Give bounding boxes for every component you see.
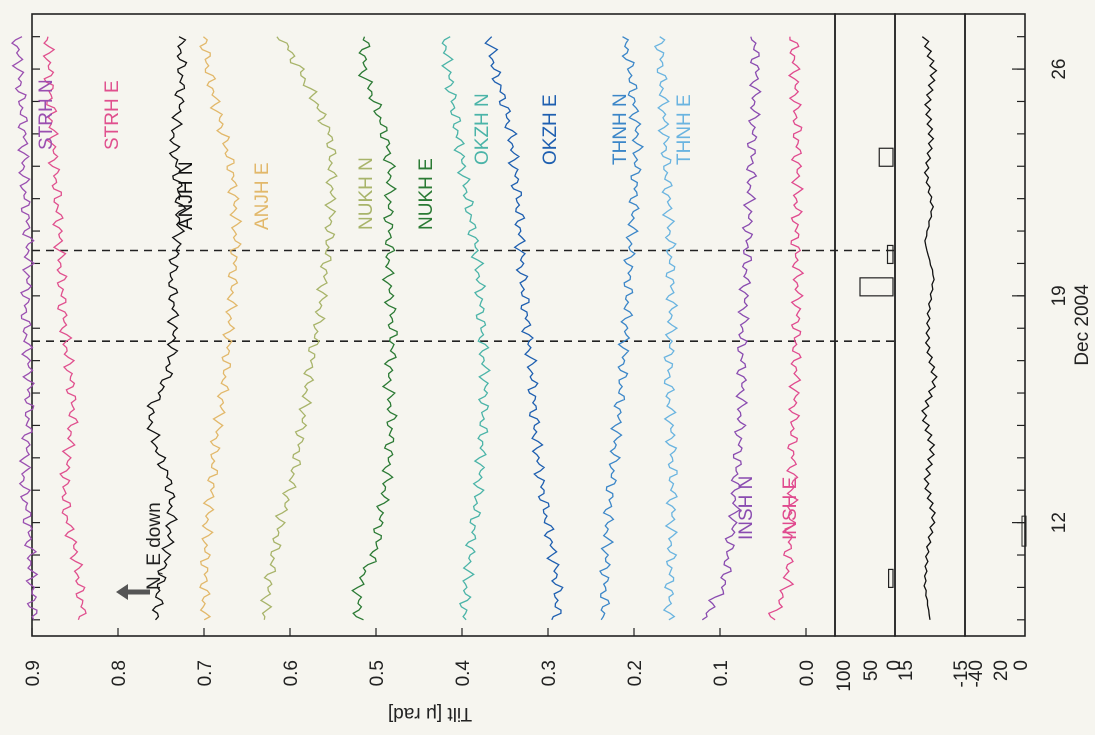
sub-panel-tick-label: -40 <box>966 660 987 687</box>
sub-panel-tick-label: 0 <box>884 660 905 671</box>
tilt-tick-label: 0.1 <box>711 660 732 686</box>
tilt-tick-label: 0.9 <box>23 660 44 686</box>
time-tick-label: 12 <box>1049 512 1070 533</box>
sub-panel-frame <box>834 13 896 637</box>
series-line <box>441 36 491 621</box>
sub-panel-frame <box>964 13 1026 637</box>
sub-panel-tick-label: 20 <box>991 660 1012 681</box>
series-label: THNH E <box>674 94 695 165</box>
tilt-tick-label: 0.6 <box>281 660 302 686</box>
time-tick-label: 19 <box>1049 285 1070 306</box>
series-label: OKZH N <box>472 93 493 165</box>
direction-arrow-head <box>116 584 128 600</box>
tilt-tick-label: 0.3 <box>539 660 560 686</box>
series-label: NUKH E <box>416 158 437 230</box>
sub-panel-tick-label: 100 <box>834 660 855 692</box>
series-line <box>484 36 564 621</box>
sub-panel-tick-label: 15 <box>896 660 917 681</box>
series-label: ANJH N <box>176 161 197 230</box>
histogram-bar <box>886 244 894 265</box>
series-line <box>42 36 87 621</box>
x-axis-title: Dec 2004 <box>1072 284 1093 366</box>
histogram-bar <box>859 277 894 297</box>
series-line <box>653 36 679 621</box>
histogram-bar <box>878 147 894 167</box>
sub-panel-bar <box>1021 515 1027 547</box>
sub-panel-tick-label: 0 <box>1011 660 1032 671</box>
series-label: STRH N <box>36 79 57 150</box>
time-tick-label: 26 <box>1049 59 1070 80</box>
sub-panel-tick-label: 50 <box>861 660 882 681</box>
histogram-bar <box>887 568 894 589</box>
series-label: NUKH N <box>356 157 377 230</box>
series-label: STRH E <box>102 80 123 150</box>
tilt-tick-label: 0.0 <box>797 660 818 686</box>
y-axis-title: Tilt [μ rad] <box>388 703 472 724</box>
tilt-tick-label: 0.7 <box>195 660 216 686</box>
series-label: THNH N <box>610 93 631 165</box>
sub-panel-line <box>921 36 938 620</box>
sub-panel-tick-label: -15 <box>951 660 972 687</box>
series-line <box>199 36 243 621</box>
tilt-tick-label: 0.4 <box>453 660 474 687</box>
series-line <box>701 36 762 621</box>
series-line <box>259 36 338 620</box>
tilt-tick-label: 0.5 <box>367 660 388 686</box>
series-label: OKZH E <box>540 94 561 165</box>
series-line <box>599 36 645 621</box>
series-label: INSH N <box>736 476 757 540</box>
tilt-tick-label: 0.8 <box>109 660 130 686</box>
series-line <box>351 36 398 621</box>
series-label: ANJH E <box>252 162 273 230</box>
series-label: INSH E <box>780 477 801 540</box>
series-line <box>10 36 39 621</box>
annotation-text: N, E down <box>144 502 165 590</box>
tilt-tick-label: 0.2 <box>625 660 646 686</box>
series-line <box>767 36 805 621</box>
series-line <box>146 36 188 621</box>
